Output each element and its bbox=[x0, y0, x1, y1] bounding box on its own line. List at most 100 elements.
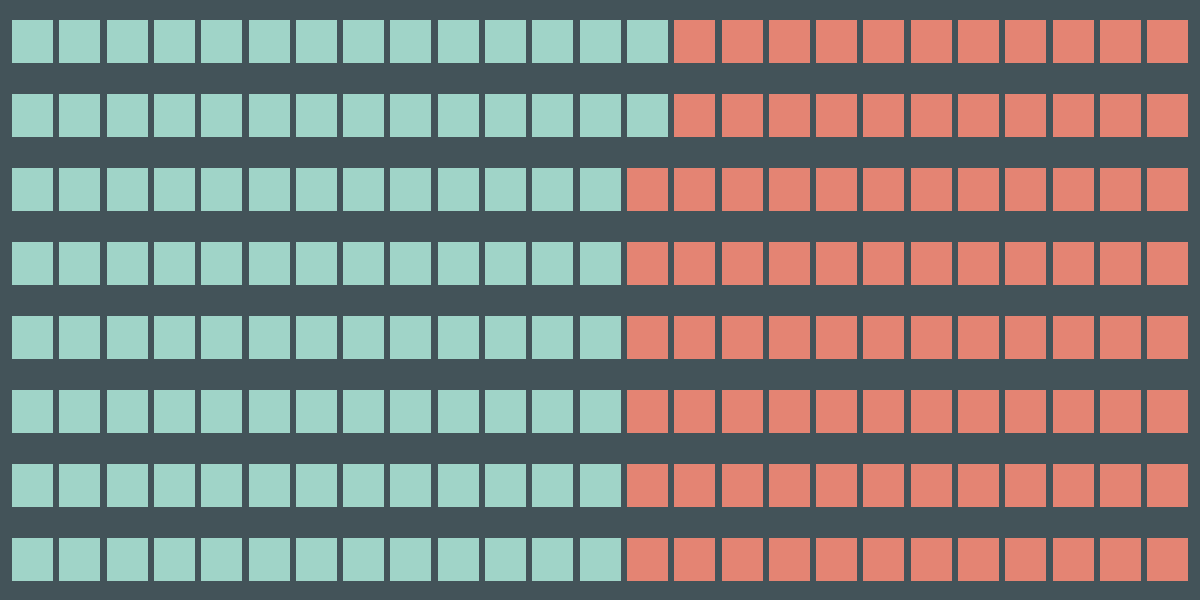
waffle-cell-a bbox=[343, 464, 385, 507]
waffle-cell-b bbox=[721, 168, 763, 211]
waffle-cell-b bbox=[674, 538, 716, 581]
waffle-cell-a bbox=[295, 20, 337, 63]
waffle-cell-b bbox=[1005, 94, 1047, 137]
waffle-cell-b bbox=[1099, 390, 1141, 433]
waffle-cell-b bbox=[626, 538, 668, 581]
waffle-cell-a bbox=[59, 390, 101, 433]
waffle-cell-a bbox=[248, 94, 290, 137]
waffle-cell-b bbox=[721, 94, 763, 137]
waffle-cell-a bbox=[437, 464, 479, 507]
waffle-cell-a bbox=[343, 94, 385, 137]
waffle-cell-b bbox=[1005, 538, 1047, 581]
waffle-cell-a bbox=[390, 242, 432, 285]
waffle-cell-b bbox=[626, 316, 668, 359]
waffle-cell-b bbox=[1099, 538, 1141, 581]
waffle-cell-a bbox=[485, 168, 526, 211]
waffle-cell-a bbox=[579, 20, 621, 63]
waffle-cell-a bbox=[485, 464, 526, 507]
waffle-cell-a bbox=[579, 390, 621, 433]
waffle-cell-a bbox=[390, 316, 432, 359]
waffle-cell-a bbox=[390, 464, 432, 507]
waffle-cell-a bbox=[201, 94, 243, 137]
waffle-cell-b bbox=[721, 316, 763, 359]
waffle-cell-a bbox=[626, 94, 668, 137]
waffle-cell-a bbox=[390, 168, 432, 211]
waffle-cell-a bbox=[343, 168, 385, 211]
waffle-cell-b bbox=[768, 20, 810, 63]
waffle-cell-a bbox=[59, 538, 101, 581]
waffle-cell-b bbox=[1005, 20, 1047, 63]
waffle-cell-a bbox=[390, 538, 432, 581]
waffle-cell-b bbox=[958, 538, 999, 581]
waffle-cell-a bbox=[201, 390, 243, 433]
waffle-cell-a bbox=[248, 316, 290, 359]
waffle-cell-b bbox=[1147, 464, 1189, 507]
waffle-cell-a bbox=[12, 390, 53, 433]
waffle-cell-a bbox=[485, 316, 526, 359]
waffle-cell-b bbox=[863, 538, 905, 581]
waffle-cell-b bbox=[674, 390, 716, 433]
waffle-cell-b bbox=[958, 168, 999, 211]
waffle-cell-a bbox=[532, 20, 574, 63]
waffle-cell-a bbox=[153, 242, 195, 285]
waffle-cell-b bbox=[1052, 20, 1094, 63]
waffle-cell-a bbox=[343, 20, 385, 63]
waffle-cell-b bbox=[1052, 390, 1094, 433]
waffle-cell-a bbox=[106, 464, 148, 507]
waffle-cell-b bbox=[816, 538, 858, 581]
waffle-cell-b bbox=[1052, 538, 1094, 581]
waffle-cell-b bbox=[674, 316, 716, 359]
waffle-cell-b bbox=[1099, 464, 1141, 507]
waffle-cell-a bbox=[153, 390, 195, 433]
waffle-cell-a bbox=[12, 316, 53, 359]
waffle-cell-a bbox=[532, 168, 574, 211]
waffle-cell-a bbox=[532, 390, 574, 433]
waffle-cell-b bbox=[816, 464, 858, 507]
waffle-cell-a bbox=[579, 168, 621, 211]
waffle-cell-a bbox=[437, 316, 479, 359]
waffle-cell-b bbox=[721, 242, 763, 285]
waffle-cell-b bbox=[910, 242, 952, 285]
waffle-cell-a bbox=[59, 168, 101, 211]
waffle-cell-a bbox=[201, 538, 243, 581]
waffle-cell-b bbox=[1147, 242, 1189, 285]
waffle-cell-b bbox=[626, 168, 668, 211]
waffle-cell-a bbox=[59, 20, 101, 63]
waffle-cell-b bbox=[674, 464, 716, 507]
waffle-cell-b bbox=[768, 316, 810, 359]
waffle-cell-b bbox=[910, 94, 952, 137]
waffle-cell-a bbox=[437, 242, 479, 285]
waffle-cell-a bbox=[106, 94, 148, 137]
waffle-cell-a bbox=[343, 390, 385, 433]
waffle-cell-a bbox=[390, 94, 432, 137]
waffle-cell-a bbox=[295, 390, 337, 433]
waffle-cell-a bbox=[626, 20, 668, 63]
waffle-cell-a bbox=[248, 538, 290, 581]
waffle-cell-b bbox=[1099, 316, 1141, 359]
waffle-cell-a bbox=[485, 538, 526, 581]
waffle-cell-a bbox=[532, 316, 574, 359]
waffle-cell-b bbox=[674, 168, 716, 211]
waffle-cell-b bbox=[721, 20, 763, 63]
waffle-cell-a bbox=[248, 20, 290, 63]
waffle-cell-b bbox=[816, 390, 858, 433]
waffle-cell-a bbox=[153, 538, 195, 581]
waffle-cell-b bbox=[910, 168, 952, 211]
waffle-cell-a bbox=[59, 94, 101, 137]
waffle-cell-b bbox=[1052, 168, 1094, 211]
waffle-cell-b bbox=[768, 168, 810, 211]
waffle-cell-a bbox=[12, 538, 53, 581]
waffle-cell-b bbox=[1147, 20, 1189, 63]
waffle-cell-b bbox=[768, 242, 810, 285]
waffle-cell-a bbox=[295, 538, 337, 581]
waffle-cell-a bbox=[153, 168, 195, 211]
waffle-cell-a bbox=[579, 94, 621, 137]
waffle-cell-b bbox=[863, 390, 905, 433]
waffle-cell-a bbox=[248, 168, 290, 211]
waffle-cell-a bbox=[201, 168, 243, 211]
waffle-cell-b bbox=[721, 538, 763, 581]
waffle-cell-b bbox=[1147, 168, 1189, 211]
waffle-cell-a bbox=[201, 316, 243, 359]
waffle-cell-a bbox=[12, 242, 53, 285]
waffle-cell-a bbox=[532, 94, 574, 137]
